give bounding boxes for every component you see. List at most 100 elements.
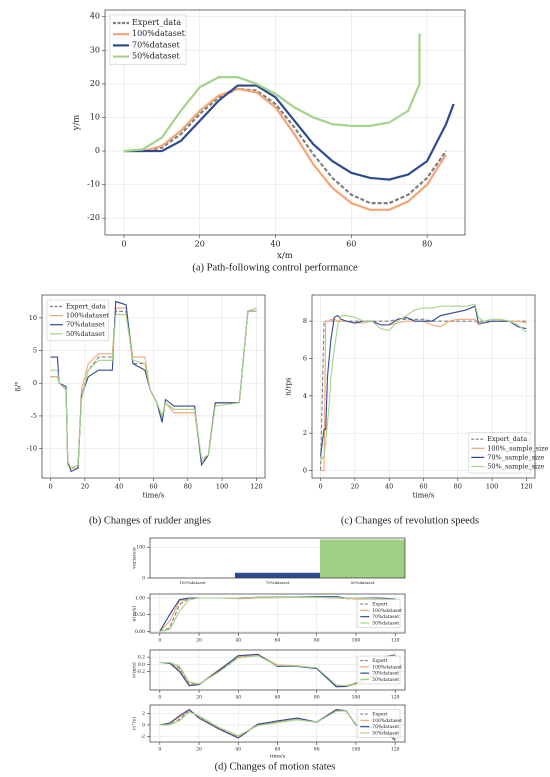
y-tick-label: -2	[141, 734, 146, 740]
x-tick-label: 70%dataset	[266, 580, 290, 585]
y-axis-label: n/rps	[285, 377, 293, 396]
x-tick-label: 100	[352, 747, 361, 753]
chart-panel: -20 -10 0 10 20 30 40 0 20 40 60 80 x/m y/m Expert_dat…	[72, 9, 466, 273]
y-tick-label: -0.2	[136, 669, 145, 675]
y-tick-label: 10	[29, 314, 37, 322]
y-tick-label: -10	[27, 445, 37, 453]
x-tick-label: 20	[81, 483, 89, 491]
series-line	[50, 310, 257, 469]
legend-label: 50%dataset	[372, 730, 399, 736]
y-tick-label: 100	[136, 545, 145, 551]
x-tick-label: 100	[352, 695, 361, 701]
x-tick-label: 100%dataset	[179, 580, 206, 585]
y-tick-label: 4	[303, 392, 307, 400]
y-tick-label: 0	[95, 146, 100, 155]
x-tick-label: 80	[422, 240, 432, 249]
x-tick-label: 20	[351, 483, 359, 491]
y-tick-label: 0	[303, 467, 307, 475]
x-tick-label: 60	[275, 747, 281, 753]
y-tick-label: 0.50	[135, 612, 145, 618]
axes-frame	[104, 9, 466, 236]
y-tick-label: 0.0	[138, 662, 145, 668]
legend-label: 70%dataset	[372, 614, 399, 620]
x-tick-label: 50%dataset	[351, 580, 375, 585]
axes-frame	[149, 537, 406, 579]
legend-label: 70%dataset	[372, 724, 399, 730]
x-tick-label: 40	[235, 695, 241, 701]
y-axis-label: r(°/s)	[130, 717, 137, 730]
x-tick-label: 40	[270, 240, 280, 249]
y-axis-label: u(m/s)	[130, 605, 137, 621]
y-tick-label: 6	[303, 354, 307, 362]
x-axis-label: time/s	[143, 492, 165, 500]
legend-label: Expert_data	[66, 303, 106, 311]
x-tick-label: 80	[314, 695, 320, 701]
x-tick-label: 40	[115, 483, 123, 491]
x-tick-label: 60	[275, 638, 281, 644]
x-tick-label: 0	[319, 483, 323, 491]
series-line	[320, 303, 527, 462]
x-tick-label: 20	[196, 747, 202, 753]
y-tick-label: 0	[33, 379, 37, 387]
legend-label: 50%dataset	[372, 677, 399, 683]
legend-label: 70%_sample_size	[487, 453, 544, 461]
y-tick-label: 0.00	[135, 629, 145, 635]
legend-label: Expert	[372, 602, 388, 608]
legend-label: 100%dataset	[132, 29, 186, 38]
x-tick-label: 80	[184, 483, 192, 491]
legend-box	[356, 655, 401, 685]
chart-panel: 0.00 0.50 1.00 0 20 40 60 80 100 120 u(m/s) Expert1…	[130, 593, 406, 644]
y-tick-label: 20	[90, 79, 100, 88]
x-tick-label: 120	[391, 695, 400, 701]
caption: (c) Changes of revolution speeds	[341, 515, 479, 526]
x-tick-label: 40	[235, 638, 241, 644]
x-tick-label: 120	[391, 638, 400, 644]
y-tick-label: -10	[87, 180, 100, 189]
x-tick-label: 80	[314, 747, 320, 753]
y-tick-label: -5	[31, 412, 37, 420]
bar	[320, 539, 405, 578]
x-tick-label: 0	[49, 483, 53, 491]
y-axis-label: v(m/s)	[130, 662, 137, 679]
legend-label: 100%_sample_size	[487, 444, 548, 452]
legend-label: 70%dataset	[66, 321, 105, 329]
x-tick-label: 20	[196, 638, 202, 644]
y-axis-label: variance	[131, 547, 137, 570]
x-axis-label: x/m	[277, 251, 293, 261]
y-tick-label: 40	[90, 12, 100, 21]
series-line	[123, 33, 421, 153]
legend-label: Expert	[372, 658, 388, 664]
axes-frame	[149, 704, 406, 743]
x-tick-label: 60	[149, 483, 157, 491]
x-axis-label: time/s	[270, 754, 286, 760]
y-tick-label: 2	[303, 429, 307, 437]
axes-frame	[41, 294, 266, 479]
legend-label: 70%dataset	[132, 40, 180, 49]
x-tick-label: 0	[121, 240, 126, 249]
x-tick-label: 120	[250, 483, 262, 491]
x-tick-label: 0	[158, 747, 161, 753]
bar	[235, 572, 320, 578]
axes-frame	[311, 294, 536, 479]
y-tick-label: 0.2	[138, 655, 145, 661]
x-tick-label: 120	[391, 747, 400, 753]
x-tick-label: 20	[196, 695, 202, 701]
legend-label: Expert	[372, 712, 388, 718]
legend-label: 100%dataset	[372, 664, 402, 670]
x-tick-label: 100	[216, 483, 228, 491]
x-tick-label: 80	[314, 638, 320, 644]
y-tick-label: 10	[90, 112, 100, 121]
caption: (b) Changes of rudder angles	[89, 515, 211, 526]
x-tick-label: 40	[385, 483, 393, 491]
x-axis-label: time/s	[413, 492, 435, 500]
y-tick-label: 0	[142, 722, 145, 728]
series-line	[123, 87, 447, 205]
x-tick-label: 120	[520, 483, 532, 491]
y-tick-label: 30	[90, 45, 100, 54]
series-line	[123, 84, 455, 181]
